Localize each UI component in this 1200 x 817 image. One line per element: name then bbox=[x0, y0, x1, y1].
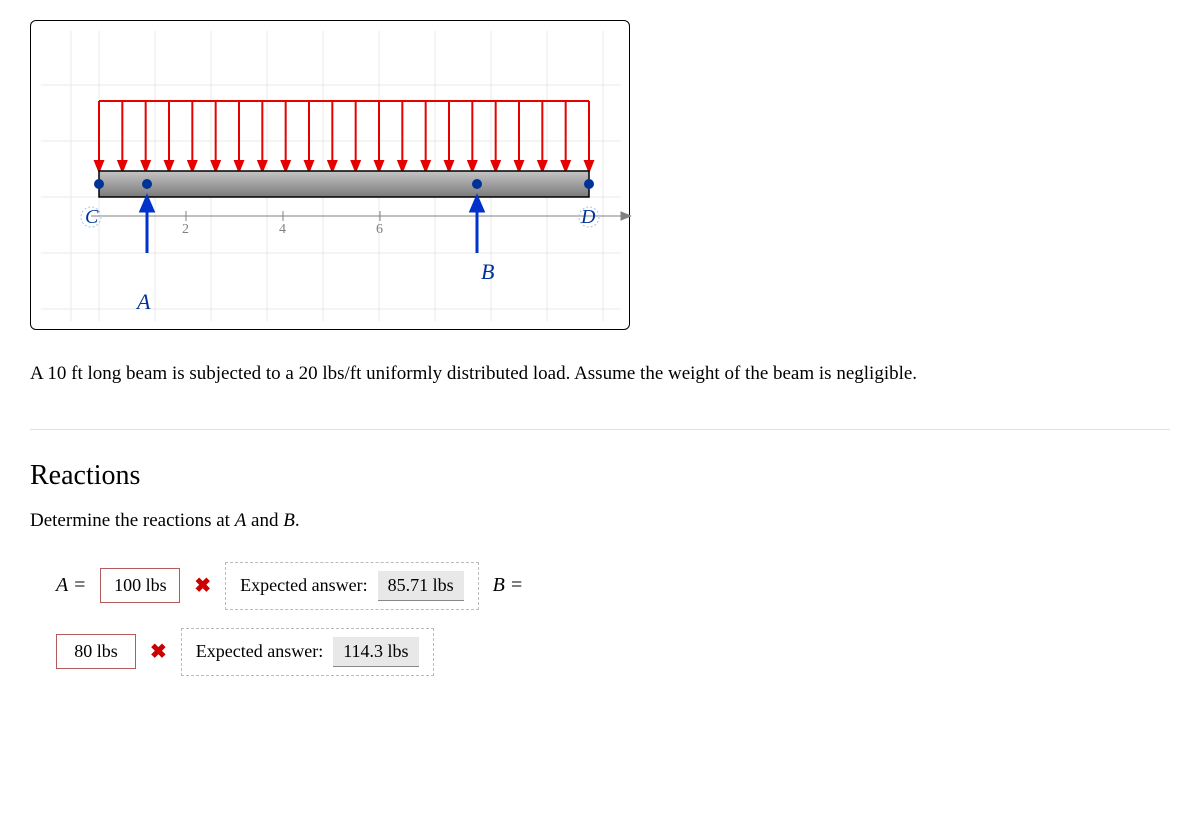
node-b bbox=[472, 179, 482, 189]
problem-statement: A 10 ft long beam is subjected to a 20 l… bbox=[30, 360, 1170, 389]
prompt-and: and bbox=[246, 510, 283, 531]
distributed-load bbox=[95, 101, 593, 171]
expected-label-2: Expected answer: bbox=[196, 641, 323, 662]
prompt-period: . bbox=[295, 510, 300, 531]
reaction-a-arrow bbox=[141, 197, 153, 253]
prompt-var-b: B bbox=[283, 510, 295, 531]
prompt-prefix: Determine the reactions at bbox=[30, 510, 235, 531]
divider bbox=[30, 429, 1170, 430]
label-b: B bbox=[481, 259, 494, 284]
prompt-var-a: A bbox=[235, 510, 247, 531]
tick-label-6: 6 bbox=[376, 222, 383, 237]
beam-diagram: 2 4 6 bbox=[30, 20, 630, 330]
section-title: Reactions bbox=[30, 460, 1170, 492]
beam bbox=[99, 171, 589, 197]
label-d: D bbox=[580, 206, 596, 228]
expected-box-2: Expected answer: 114.3 lbs bbox=[181, 628, 434, 676]
x-axis bbox=[91, 211, 631, 221]
node-c bbox=[94, 179, 104, 189]
node-d bbox=[584, 179, 594, 189]
input-row2[interactable]: 80 lbs bbox=[56, 634, 136, 669]
label-c: C bbox=[85, 206, 99, 228]
var-a-label: A = bbox=[56, 574, 86, 597]
tick-label-2: 2 bbox=[182, 222, 189, 237]
expected-label-a: Expected answer: bbox=[240, 575, 367, 596]
tick-label-4: 4 bbox=[279, 222, 286, 237]
wrong-icon: ✖ bbox=[194, 573, 211, 598]
input-a[interactable]: 100 lbs bbox=[100, 568, 180, 603]
section-prompt: Determine the reactions at A and B. bbox=[30, 510, 1170, 532]
expected-value-2: 114.3 lbs bbox=[333, 637, 418, 667]
node-a bbox=[142, 179, 152, 189]
wrong-icon: ✖ bbox=[150, 639, 167, 664]
answer-row-a: A = 100 lbs ✖ Expected answer: 85.71 lbs… bbox=[56, 562, 1170, 610]
reaction-b-arrow bbox=[471, 197, 483, 253]
answer-row-2: 80 lbs ✖ Expected answer: 114.3 lbs bbox=[56, 628, 1170, 676]
diagram-svg: 2 4 6 bbox=[31, 21, 631, 331]
var-b-label: B = bbox=[493, 574, 524, 597]
label-a: A bbox=[135, 289, 151, 314]
expected-value-a: 85.71 lbs bbox=[378, 571, 464, 601]
expected-box-a: Expected answer: 85.71 lbs bbox=[225, 562, 478, 610]
